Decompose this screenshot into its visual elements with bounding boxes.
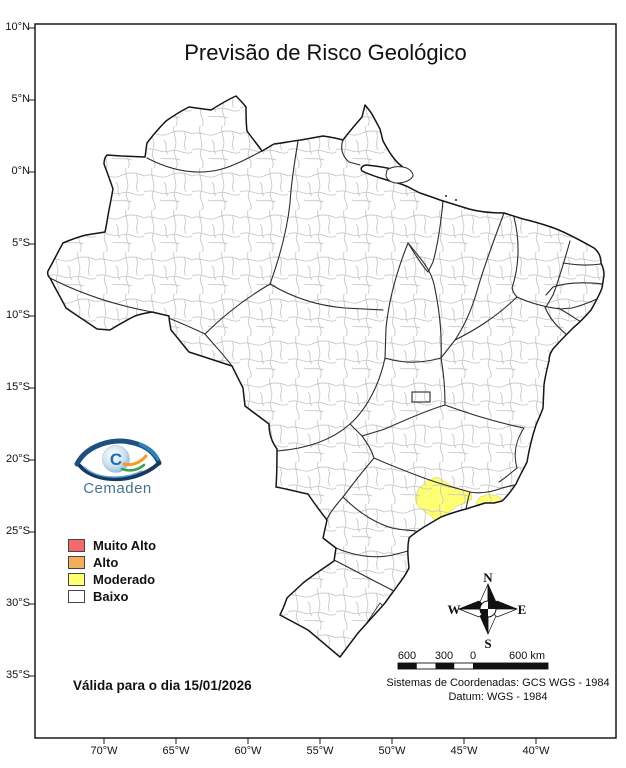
lon-label-4: 50°W [378,745,406,757]
datum-text: Datum: WGS - 1984 [448,691,548,703]
lat-label-1: 5°N [11,93,30,105]
scale-label-0: 0 [469,650,477,662]
coastal-islet [445,195,447,197]
compass-rose-icon [458,583,518,635]
brazil-landmass [46,95,605,658]
legend-item-baixo: Baixo [68,588,129,604]
compass-label-e: E [517,602,527,617]
cemaden-wordmark: Cemaden [83,480,152,497]
scale-label-600-km: 600 km [508,650,546,662]
map-title: Previsão de Risco Geológico [184,40,467,65]
lon-label-2: 60°W [234,745,262,757]
lon-label-0: 70°W [90,745,118,757]
cemaden-logo-eye-icon: C [74,438,162,482]
lat-label-7: 25°S [6,525,30,537]
cemaden-monogram: C [110,450,122,469]
map-frame [34,23,617,739]
lat-label-0: 10°N [5,21,30,33]
lon-label-3: 55°W [306,745,334,757]
lat-label-2: 0°N [11,165,30,177]
legend-label-baixo: Baixo [93,588,129,604]
lat-label-5: 15°S [6,381,30,393]
lat-label-4: 10°S [6,309,30,321]
legend-swatch-alto [68,555,85,569]
legend-item-alto: Alto [68,554,119,570]
state-boundaries [49,139,604,592]
lon-label-5: 45°W [450,745,478,757]
legend-item-moderado: Moderado [68,571,156,587]
scale-label-600-left: 600 [397,650,417,662]
scale-bar [397,662,549,670]
scale-label-300: 300 [434,650,454,662]
marajo-island [385,166,414,184]
lat-label-6: 20°S [6,453,30,465]
compass-label-s: S [484,636,492,651]
legend-label-alto: Alto [93,554,119,570]
axis-ticks [29,27,537,744]
compass-label-n: N [483,570,493,585]
legend-label-moderado: Moderado [93,571,156,587]
brazil-outline [46,95,605,658]
coastal-islet [455,199,457,201]
legend-swatch-muito-alto [68,538,85,552]
legend-item-muito-alto: Muito Alto [68,537,157,553]
coordinate-system-text: Sistemas de Coordenadas: GCS WGS - 1984 [386,677,610,689]
lon-label-1: 65°W [162,745,190,757]
compass-label-w: W [447,602,461,617]
lat-label-8: 30°S [6,597,30,609]
lon-label-6: 40°W [522,745,550,757]
lat-label-3: 5°S [12,237,30,249]
legend-label-muito-alto: Muito Alto [93,537,157,553]
municipality-boundaries [47,96,605,657]
legend-swatch-moderado [68,572,85,586]
valid-date-text: Válida para o dia 15/01/2026 [73,678,252,693]
legend-swatch-baixo [68,589,85,603]
lat-label-9: 35°S [6,669,30,681]
